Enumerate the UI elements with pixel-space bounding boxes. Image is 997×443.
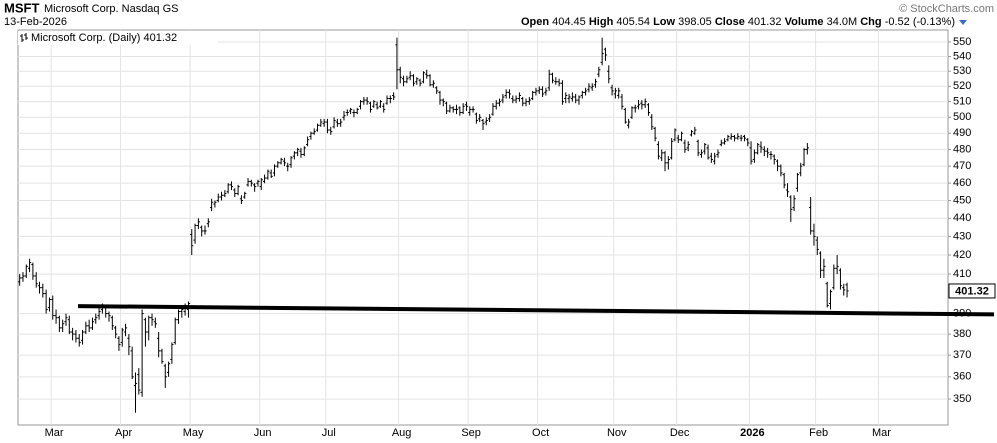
value: 398.05 [678, 16, 712, 28]
x-tick-label: Jun [254, 427, 272, 439]
label: High [589, 16, 614, 28]
y-tick-label: 450 [953, 194, 971, 206]
date: 13-Feb-2026 [4, 16, 67, 28]
y-tick-label: 360 [953, 371, 971, 383]
legend-name: Microsoft Corp. (Daily) [31, 32, 140, 44]
y-tick-label: 410 [953, 268, 971, 280]
x-tick-label: Nov [607, 427, 627, 439]
x-tick-label: Jul [322, 427, 336, 439]
x-tick-label: Aug [392, 427, 412, 439]
label: Low [653, 16, 675, 28]
legend-icon [20, 33, 28, 42]
symbol: MSFT [4, 0, 39, 15]
x-tick-label: Apr [115, 427, 132, 439]
quote-line: Open 404.45 High 405.54 Low 398.05 Close… [521, 16, 955, 28]
y-tick-label: 370 [953, 349, 971, 361]
last-price-label: 401.32 [955, 285, 989, 297]
label: Open [521, 16, 549, 28]
copyright: © StockCharts.com [899, 3, 994, 15]
plot-area [17, 29, 949, 426]
y-tick-label: 520 [953, 80, 971, 92]
label: Chg [860, 16, 881, 28]
value: 34.0M [827, 16, 858, 28]
legend-text: Microsoft Corp. (Daily) 401.32 [31, 32, 177, 44]
dropdown-arrow[interactable] [959, 20, 967, 25]
y-tick-label: 460 [953, 177, 971, 189]
y-tick-label: 380 [953, 328, 971, 340]
y-tick-label: 540 [953, 50, 971, 62]
x-tick-label: Sep [461, 427, 481, 439]
company-name: Microsoft Corp. Nasdaq GS [44, 3, 179, 15]
value: 405.54 [616, 16, 650, 28]
x-tick-label: May [183, 427, 204, 439]
y-tick-label: 500 [953, 111, 971, 123]
value: 404.45 [552, 16, 586, 28]
y-tick-label: 440 [953, 212, 971, 224]
x-tick-label: Oct [532, 427, 549, 439]
x-tick-label: Mar [45, 427, 64, 439]
legend-value: 401.32 [143, 32, 177, 44]
y-tick-label: 550 [953, 36, 971, 48]
y-tick-label: 490 [953, 127, 971, 139]
legend-bg [18, 31, 218, 45]
value: -0.52 (-0.13%) [885, 16, 955, 28]
x-tick-label: Dec [670, 427, 690, 439]
y-tick-label: 480 [953, 143, 971, 155]
last-price-box [948, 283, 996, 299]
y-tick-label: 420 [953, 249, 971, 261]
y-tick-label: 510 [953, 96, 971, 108]
trendline [77, 304, 995, 317]
x-tick-label: Mar [872, 427, 891, 439]
y-tick-label: 530 [953, 65, 971, 77]
x-tick-label: 2026 [740, 427, 764, 439]
label: Volume [785, 16, 824, 28]
plot [18, 30, 948, 425]
y-tick-label: 470 [953, 160, 971, 172]
y-tick-label: 350 [953, 393, 971, 405]
x-tick-label: Feb [809, 427, 828, 439]
label: Close [715, 16, 745, 28]
y-tick-label: 430 [953, 230, 971, 242]
value: 401.32 [748, 16, 782, 28]
